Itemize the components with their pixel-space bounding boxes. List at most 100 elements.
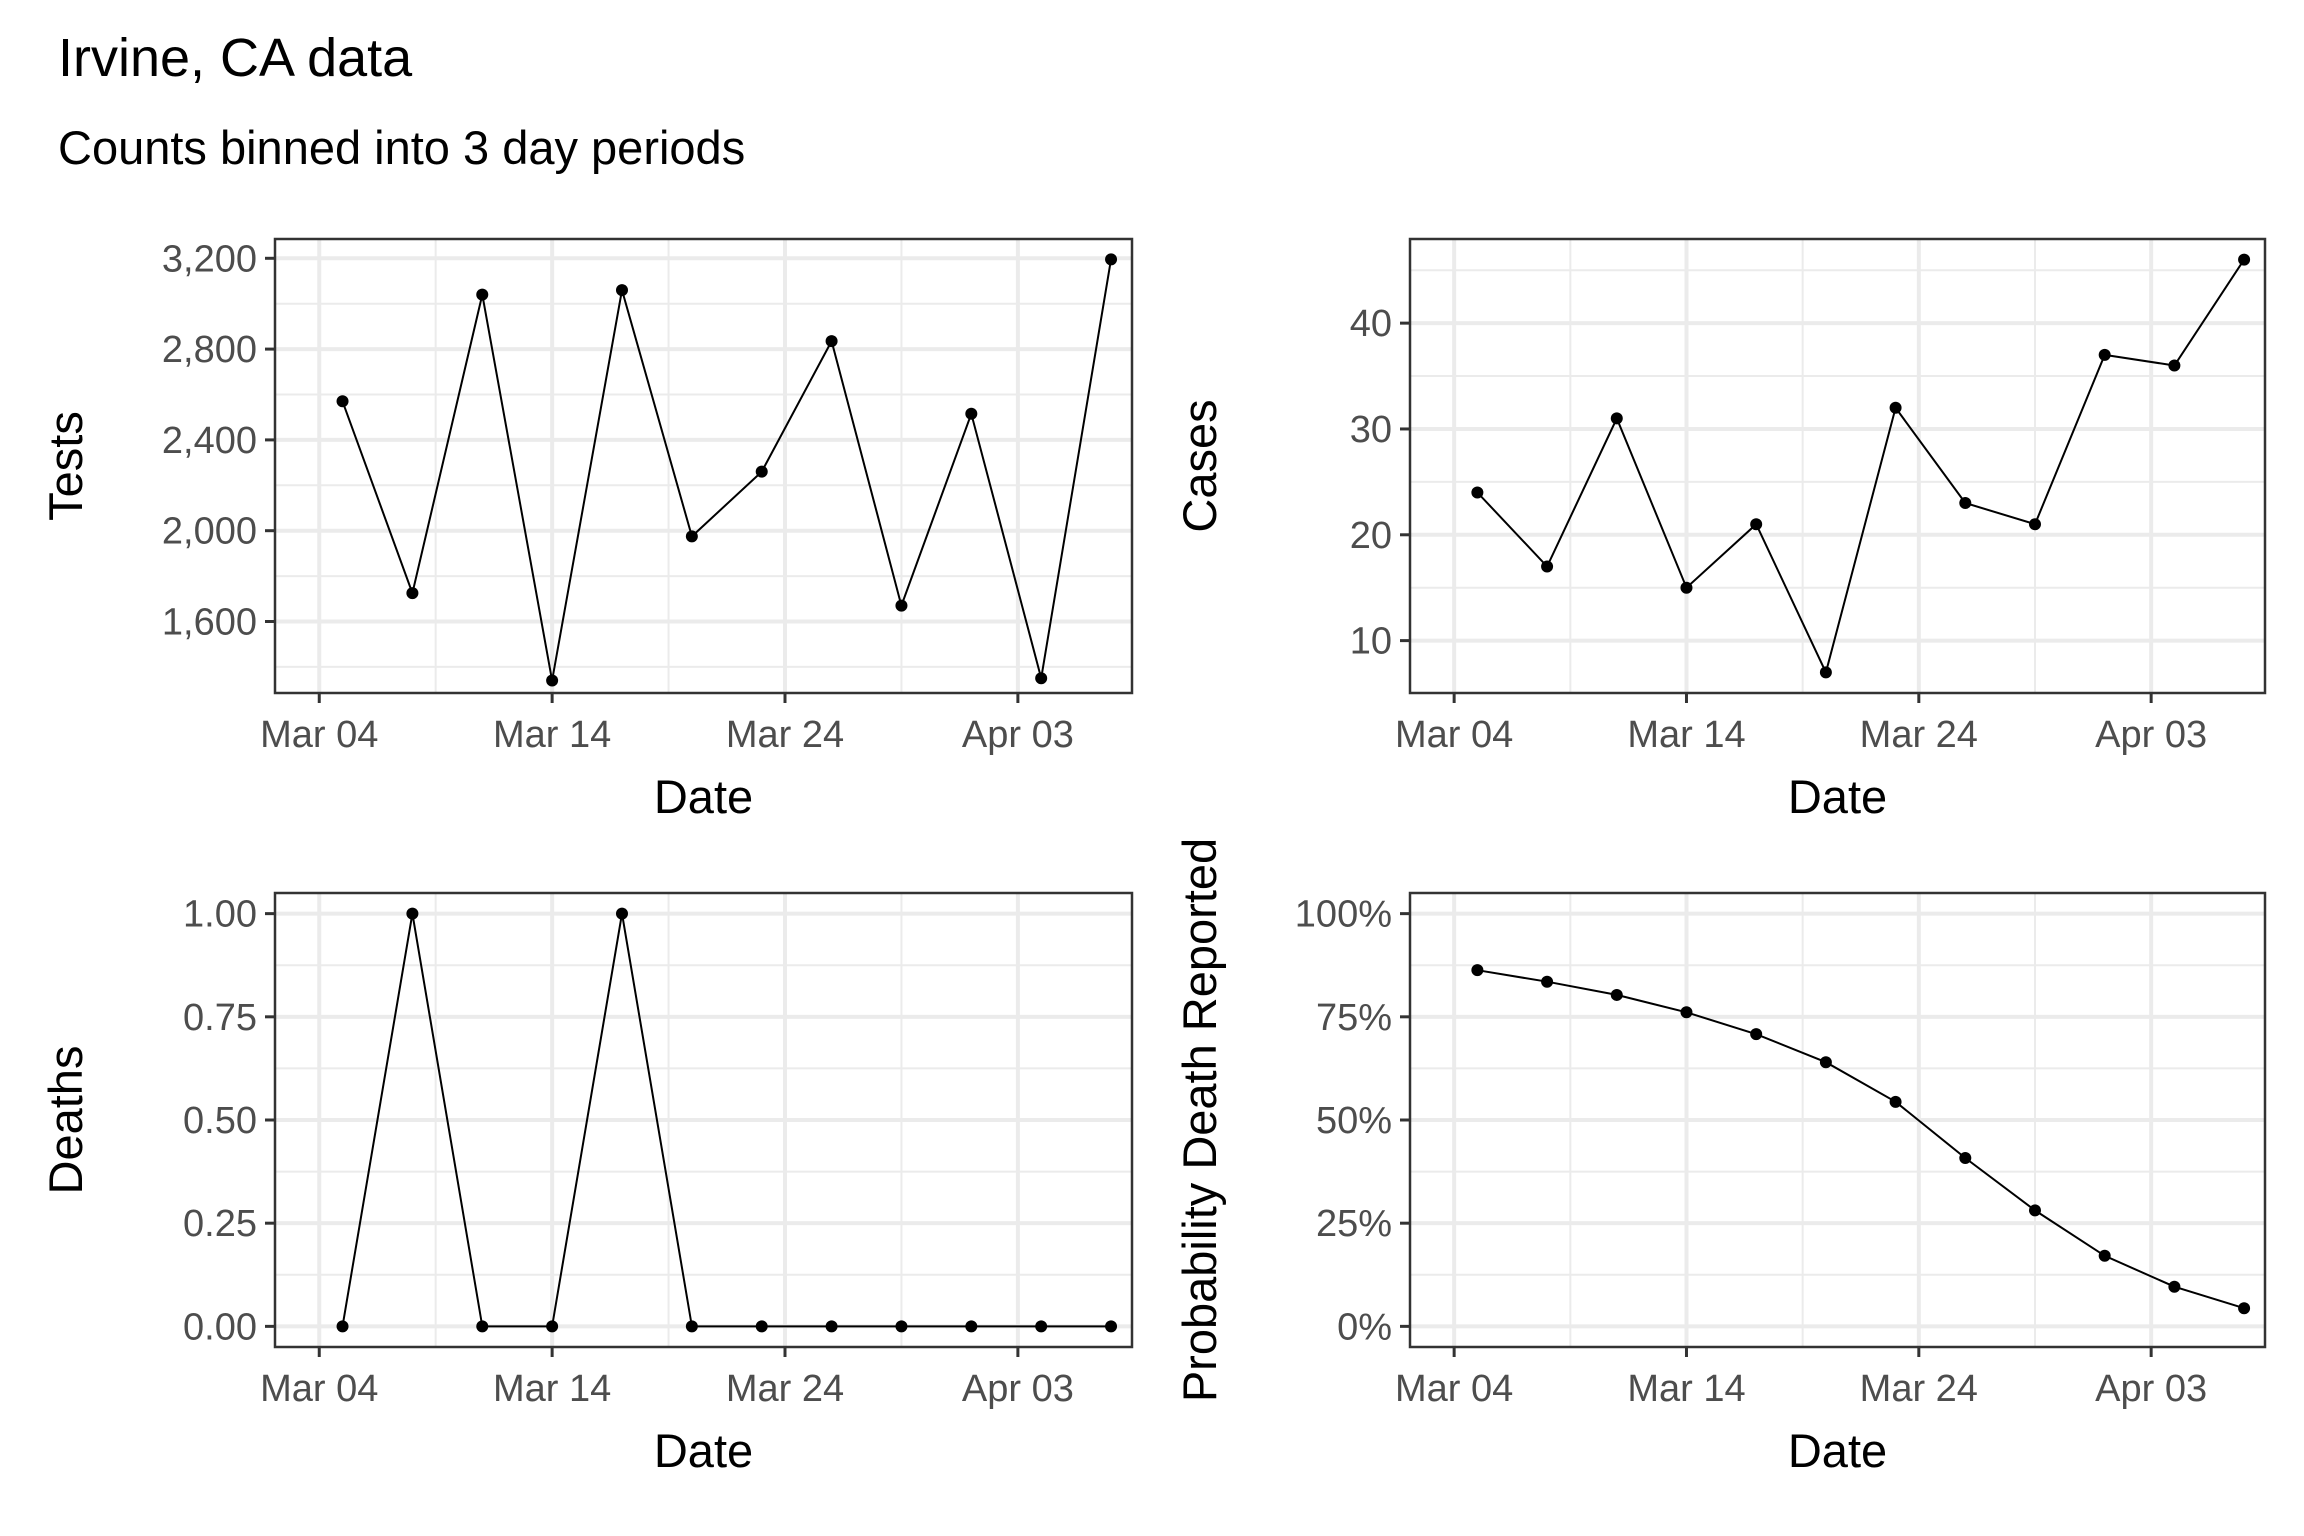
x-tick-label: Mar 14 [1627, 714, 1745, 756]
data-point-cases [2168, 359, 2181, 372]
data-point-tests [406, 587, 419, 600]
data-point-cases [1471, 486, 1484, 499]
x-tick-label: Mar 04 [1395, 1368, 1513, 1410]
y-axis-title: Tests [39, 411, 92, 521]
y-tick-label: 3,200 [162, 238, 257, 280]
y-axis-title: Deaths [39, 1046, 92, 1195]
data-point-probability [2098, 1249, 2111, 1262]
panel-border [1408, 237, 2267, 695]
data-point-cases [1541, 560, 1554, 573]
y-tick-label: 2,800 [162, 329, 257, 371]
series-line-tests [341, 259, 1112, 681]
x-tick-label: Mar 14 [1627, 1368, 1745, 1410]
data-point-deaths [1105, 1320, 1118, 1333]
data-point-tests [546, 674, 559, 687]
x-tick-label: Mar 24 [1860, 1368, 1978, 1410]
data-point-deaths [965, 1320, 978, 1333]
data-point-tests [755, 465, 768, 478]
data-point-deaths [825, 1320, 838, 1333]
x-tick-label: Apr 03 [962, 1368, 1074, 1410]
y-tick-label: 20 [1350, 515, 1392, 557]
data-point-tests [1035, 672, 1048, 685]
y-tick-label: 50% [1316, 1100, 1392, 1142]
data-point-tests [965, 407, 978, 420]
x-tick-label: Mar 24 [1860, 714, 1978, 756]
y-tick-label: 2,400 [162, 420, 257, 462]
x-tick-label: Mar 04 [1395, 714, 1513, 756]
x-tick-label: Apr 03 [962, 714, 1074, 756]
series-line-probability [1477, 969, 2245, 1310]
data-point-probability [1680, 1006, 1693, 1019]
data-point-deaths [406, 907, 419, 920]
x-tick-label: Mar 24 [726, 714, 844, 756]
panel-tests: 1,600 2,000 2,400 2,800 3,200 Mar 04 Mar 14 Mar… [39, 237, 1134, 823]
data-point-deaths [895, 1320, 908, 1333]
y-tick-label: 0.25 [183, 1203, 257, 1245]
y-tick-label: 0% [1337, 1306, 1392, 1348]
data-point-tests [476, 288, 489, 301]
x-tick-label: Mar 24 [726, 1368, 844, 1410]
panel-cases: 10 20 30 40 Mar 04 Mar 14 Mar 24 Apr 03 Date Case… [1173, 237, 2267, 823]
y-tick-label: 2,000 [162, 511, 257, 553]
data-point-tests [825, 335, 838, 348]
figure-subtitle: Counts binned into 3 day periods [58, 121, 745, 174]
data-point-probability [1610, 988, 1623, 1001]
data-point-probability [2028, 1204, 2041, 1217]
x-tick-label: Mar 14 [493, 1368, 611, 1410]
x-axis-title: Date [1788, 1424, 1887, 1477]
data-point-probability [1889, 1095, 1902, 1108]
data-point-cases [1750, 518, 1763, 531]
series-line-deaths [341, 913, 1111, 1328]
figure-title: Irvine, CA data [58, 28, 413, 88]
data-point-tests [615, 284, 628, 297]
data-point-cases [2238, 253, 2251, 266]
y-axis-title: Cases [1173, 399, 1226, 532]
data-point-tests [685, 530, 698, 543]
y-tick-label: 30 [1350, 409, 1392, 451]
data-point-deaths [546, 1320, 559, 1333]
panel-probability: 0% 25% 50% 75% 100% Mar 04 Mar 14 Mar 24 Apr 03 D… [1173, 838, 2267, 1477]
data-point-deaths [755, 1320, 768, 1333]
panel-deaths: 0.00 0.25 0.50 0.75 1.00 Mar 04 Mar 14 Mar 24 Ap… [39, 891, 1134, 1477]
data-point-probability [1471, 964, 1484, 977]
data-point-probability [2238, 1302, 2251, 1315]
data-point-cases [1680, 581, 1693, 594]
data-point-cases [1610, 412, 1623, 425]
data-point-deaths [685, 1320, 698, 1333]
x-tick-label: Mar 04 [260, 1368, 378, 1410]
y-tick-label: 100% [1295, 894, 1392, 936]
data-point-deaths [1035, 1320, 1048, 1333]
y-axis-title: Probability Death Reported [1173, 838, 1226, 1402]
x-tick-label: Mar 14 [493, 714, 611, 756]
y-tick-label: 75% [1316, 997, 1392, 1039]
data-point-cases [1889, 401, 1902, 414]
x-tick-label: Apr 03 [2095, 1368, 2207, 1410]
data-point-probability [1541, 975, 1554, 988]
data-point-deaths [476, 1320, 489, 1333]
x-axis-title: Date [1788, 770, 1887, 823]
y-tick-label: 1.00 [183, 894, 257, 936]
x-tick-label: Mar 04 [260, 714, 378, 756]
y-tick-label: 0.50 [183, 1100, 257, 1142]
x-tick-label: Apr 03 [2095, 714, 2207, 756]
y-tick-label: 1,600 [162, 601, 257, 643]
data-point-probability [1750, 1028, 1763, 1041]
x-axis-title: Date [654, 770, 753, 823]
data-point-probability [1959, 1151, 1972, 1164]
data-point-deaths [336, 1320, 349, 1333]
data-point-tests [1105, 253, 1118, 266]
data-point-tests [895, 599, 908, 612]
data-point-cases [2028, 518, 2041, 531]
data-point-tests [336, 395, 349, 408]
y-tick-label: 0.00 [183, 1306, 257, 1348]
y-tick-label: 10 [1350, 621, 1392, 663]
panel-border [273, 237, 1134, 695]
data-point-probability [2168, 1280, 2181, 1293]
data-point-cases [1959, 497, 1972, 510]
data-point-deaths [615, 907, 628, 920]
data-point-cases [1819, 666, 1832, 679]
data-point-cases [2098, 348, 2111, 361]
data-point-probability [1819, 1056, 1832, 1069]
y-tick-label: 25% [1316, 1203, 1392, 1245]
